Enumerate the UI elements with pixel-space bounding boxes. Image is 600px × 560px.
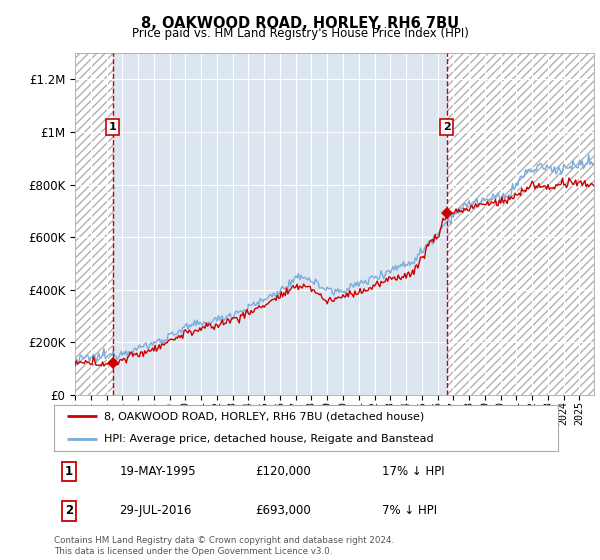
Text: Price paid vs. HM Land Registry's House Price Index (HPI): Price paid vs. HM Land Registry's House … [131, 27, 469, 40]
Text: 1: 1 [65, 465, 73, 478]
Text: Contains HM Land Registry data © Crown copyright and database right 2024.
This d: Contains HM Land Registry data © Crown c… [54, 536, 394, 556]
Text: 7% ↓ HPI: 7% ↓ HPI [382, 504, 437, 517]
Text: 1: 1 [109, 122, 116, 132]
Text: £693,000: £693,000 [256, 504, 311, 517]
Bar [75, 53, 113, 395]
Text: 19-MAY-1995: 19-MAY-1995 [119, 465, 196, 478]
Text: 8, OAKWOOD ROAD, HORLEY, RH6 7BU: 8, OAKWOOD ROAD, HORLEY, RH6 7BU [141, 16, 459, 31]
Text: HPI: Average price, detached house, Reigate and Banstead: HPI: Average price, detached house, Reig… [104, 435, 434, 444]
Text: £120,000: £120,000 [256, 465, 311, 478]
Text: 2: 2 [65, 504, 73, 517]
Text: 8, OAKWOOD ROAD, HORLEY, RH6 7BU (detached house): 8, OAKWOOD ROAD, HORLEY, RH6 7BU (detach… [104, 412, 425, 421]
Text: 2: 2 [443, 122, 451, 132]
Text: 17% ↓ HPI: 17% ↓ HPI [382, 465, 444, 478]
Bar [446, 53, 594, 395]
Text: 29-JUL-2016: 29-JUL-2016 [119, 504, 192, 517]
